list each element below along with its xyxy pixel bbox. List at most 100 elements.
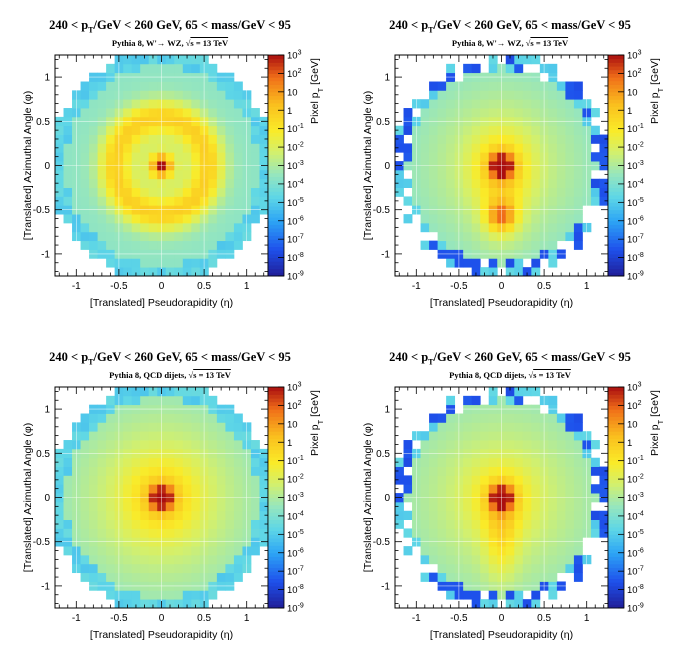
heatmap-cell xyxy=(463,413,473,423)
heatmap-cell xyxy=(505,240,515,250)
heatmap-cell xyxy=(140,63,150,74)
color-scale-segment xyxy=(608,176,624,181)
heatmap-cell xyxy=(514,466,524,476)
color-scale-segment xyxy=(608,264,624,270)
heatmap-cell xyxy=(488,457,498,467)
heatmap-cell xyxy=(165,55,175,65)
heatmap-cell xyxy=(140,519,150,529)
heatmap-cell xyxy=(174,528,184,538)
heatmap-cell xyxy=(233,519,243,529)
color-scale-segment xyxy=(268,117,284,122)
color-scale-tick-label: 10 xyxy=(627,87,638,98)
color-scale-segment xyxy=(268,84,284,89)
color-scale-segment xyxy=(608,453,624,458)
heatmap-cell xyxy=(590,134,600,144)
color-scale-segment xyxy=(268,102,284,108)
heatmap-cell xyxy=(131,55,141,65)
heatmap-cell xyxy=(437,196,447,206)
heatmap-cell xyxy=(446,413,456,423)
color-scale-segment xyxy=(608,405,624,410)
heatmap-cell xyxy=(89,143,98,153)
color-scale-tick-label: 1 xyxy=(287,438,292,449)
heatmap-cell xyxy=(191,484,201,494)
heatmap-cell xyxy=(216,422,226,432)
heatmap-cell xyxy=(191,466,201,476)
heatmap-cell xyxy=(63,169,73,180)
heatmap-cell xyxy=(556,554,566,565)
heatmap-cell xyxy=(208,143,218,153)
heatmap-cell xyxy=(420,457,430,467)
heatmap-cell xyxy=(556,501,566,512)
heatmap-cell xyxy=(259,187,269,197)
heatmap-cell xyxy=(174,196,184,206)
heatmap-cell xyxy=(403,214,413,224)
heatmap-cell xyxy=(590,178,600,188)
color-scale-segment xyxy=(608,136,624,141)
heatmap-cell xyxy=(590,187,600,197)
heatmap-cell xyxy=(106,152,116,162)
heatmap-cell xyxy=(471,457,481,467)
heatmap-cell xyxy=(165,134,175,144)
y-tick-label: 0.5 xyxy=(376,449,390,460)
heatmap-cell xyxy=(131,81,141,91)
heatmap-cell xyxy=(55,457,64,467)
heatmap-cell xyxy=(259,475,269,485)
heatmap-cell xyxy=(80,222,90,233)
color-scale-segment xyxy=(268,600,284,605)
color-scale-segment xyxy=(608,198,624,203)
x-tick-label: 0.5 xyxy=(537,613,551,624)
color-scale-segment xyxy=(268,220,284,225)
y-tick-label: 0 xyxy=(384,493,390,504)
color-scale-segment xyxy=(268,69,284,74)
heatmap-cell xyxy=(548,214,558,224)
heatmap-cell xyxy=(250,440,260,450)
color-scale-tick-label: 10-4 xyxy=(287,510,304,522)
heatmap-cell xyxy=(505,457,515,467)
heatmap-cell xyxy=(140,546,150,556)
heatmap-cell xyxy=(556,519,566,529)
heatmap-cell xyxy=(106,169,116,180)
color-scale-segment xyxy=(608,534,624,539)
y-tick-label: -0.5 xyxy=(33,205,51,216)
heatmap-cell xyxy=(429,187,438,197)
heatmap-cell xyxy=(191,196,201,206)
color-scale-segment xyxy=(268,113,284,119)
heatmap-cell xyxy=(148,63,158,74)
heatmap-cell xyxy=(233,143,243,153)
heatmap-cell xyxy=(208,510,218,520)
heatmap-cell xyxy=(148,178,158,188)
color-scale-segment xyxy=(268,589,284,594)
heatmap-cell xyxy=(89,413,98,423)
heatmap-cell xyxy=(80,440,90,450)
color-scale-segment xyxy=(608,593,624,598)
color-scale-segment xyxy=(268,538,284,543)
heatmap-cell xyxy=(80,90,90,100)
heatmap-cell xyxy=(174,134,184,144)
color-scale-segment xyxy=(608,106,624,111)
heatmap-plot: -1 -0.5 0 0.5 1-1-0.500.51 10-910-810-710-61… xyxy=(362,382,665,642)
heatmap-cell xyxy=(590,125,600,135)
heatmap-cell xyxy=(446,466,456,476)
heatmap-cell xyxy=(531,440,541,450)
color-scale-segment xyxy=(268,552,284,557)
heatmap-cell xyxy=(191,510,201,520)
heatmap-cell xyxy=(250,214,260,224)
heatmap-cell xyxy=(63,457,73,467)
heatmap-cell xyxy=(573,528,583,538)
heatmap-cell xyxy=(488,440,498,450)
heatmap-cell xyxy=(556,222,566,233)
heatmap-cell xyxy=(148,519,158,529)
heatmap-cell xyxy=(573,231,583,242)
heatmap-cell xyxy=(522,240,532,250)
heatmap-cell xyxy=(471,519,481,529)
color-scale-tick-label: 10 xyxy=(287,87,298,98)
heatmap-cell xyxy=(123,258,133,268)
heatmap-cell xyxy=(548,178,558,188)
heatmap-cell xyxy=(225,475,235,485)
heatmap-cell xyxy=(182,240,192,250)
heatmap-cell xyxy=(165,267,175,277)
heatmap-cell xyxy=(420,466,430,476)
heatmap-cell xyxy=(131,231,141,242)
heatmap-cell xyxy=(106,572,116,582)
heatmap-cell xyxy=(471,267,481,277)
